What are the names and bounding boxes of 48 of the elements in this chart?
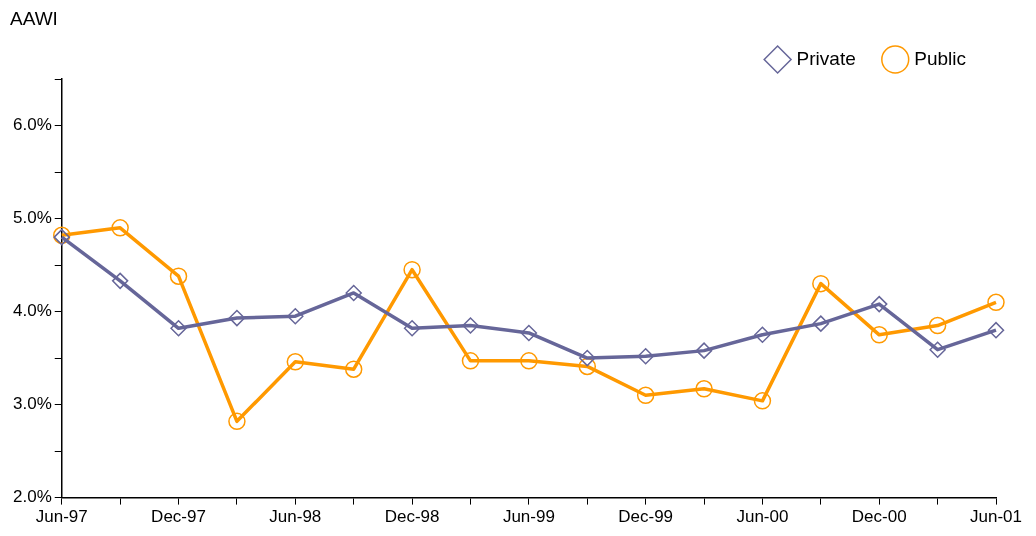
- legend-label: Private: [796, 47, 856, 69]
- x-tick-label: Dec-99: [618, 507, 674, 527]
- x-tick-label: Jun-00: [736, 507, 789, 527]
- point: [461, 352, 480, 370]
- point: [520, 352, 538, 370]
- point: [403, 260, 421, 279]
- point: [111, 272, 129, 290]
- point: [169, 267, 188, 285]
- point: [228, 412, 246, 431]
- point: [929, 341, 946, 358]
- point: [345, 284, 362, 302]
- point: [928, 316, 947, 335]
- y-axis-title: AAWI: [10, 8, 58, 30]
- y-tick-label: 5.0%: [13, 208, 52, 228]
- point: [987, 293, 1005, 311]
- point: [228, 309, 246, 327]
- point: [403, 320, 421, 337]
- point: [286, 353, 305, 371]
- point: [812, 315, 830, 332]
- point: [111, 219, 129, 237]
- point: [344, 360, 363, 378]
- point: [695, 342, 713, 359]
- y-tick-label: 3.0%: [13, 394, 52, 414]
- point: [287, 307, 304, 325]
- point: [579, 349, 596, 367]
- point: [637, 347, 654, 365]
- point: [870, 326, 888, 344]
- x-tick-label: Jun-99: [502, 507, 555, 527]
- x-tick-label: Jun-01: [970, 507, 1022, 527]
- point: [753, 392, 772, 410]
- x-tick-label: Jun-98: [269, 507, 322, 527]
- point: [812, 274, 830, 293]
- x-tick-label: Jun-97: [35, 507, 88, 527]
- x-tick-label: Dec-00: [851, 507, 907, 527]
- point: [695, 380, 713, 398]
- y-tick-label: 4.0%: [13, 301, 52, 321]
- y-tick-label: 6.0%: [13, 115, 52, 135]
- point: [170, 320, 187, 337]
- x-tick-label: Dec-98: [384, 507, 440, 527]
- point: [636, 386, 655, 405]
- point: [754, 326, 771, 344]
- x-tick-label: Dec-97: [151, 507, 206, 527]
- y-tick-label: 2.0%: [13, 487, 52, 507]
- legend-label: Public: [914, 47, 966, 69]
- point: [870, 295, 888, 313]
- point: [520, 324, 538, 342]
- point: [987, 321, 1005, 339]
- point: [462, 317, 479, 334]
